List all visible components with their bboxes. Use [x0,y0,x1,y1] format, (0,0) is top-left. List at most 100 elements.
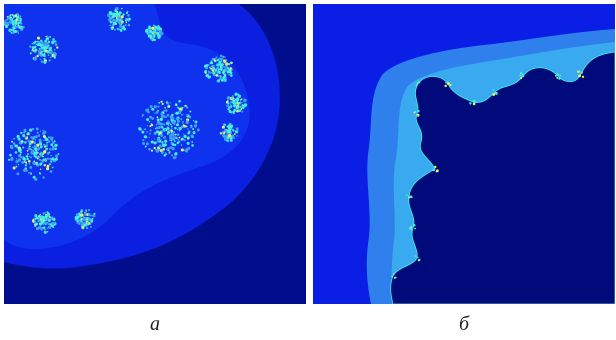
dust-point [51,139,54,142]
dust-point [36,154,38,156]
dust-point [125,11,129,15]
dust-point [57,153,60,155]
dust-point [223,72,226,75]
dust-point [42,129,44,131]
dust-point [127,14,130,17]
dust-point [219,132,223,135]
dust-point [170,125,173,128]
dust-point [42,53,46,57]
dust-point [128,17,131,21]
dust-point [45,147,48,151]
dust-point [213,59,216,62]
dust-point [112,26,114,29]
dust-point [14,151,18,154]
dust-point [230,96,234,100]
dust-point [238,93,240,96]
dust-point [183,139,186,142]
dust-point [153,146,156,150]
dust-point [143,128,146,131]
boundary-sparkle [413,111,416,114]
dust-point [43,139,45,142]
dust-point [14,29,18,34]
dust-point [51,222,55,226]
dust-point [221,130,225,133]
dust-point [185,120,189,124]
dust-point [14,25,17,28]
dust-point [48,36,51,39]
dust-point [34,139,37,141]
dust-point [42,155,44,158]
dust-point [37,43,41,47]
boundary-sparkle [444,84,447,88]
dust-point [30,156,33,159]
dust-point [55,154,59,158]
dust-point [217,80,219,83]
boundary-sparkle [520,77,523,80]
dust-point [29,52,32,55]
dust-point [167,146,171,150]
dust-point [215,64,218,66]
dust-point [165,109,168,112]
dust-point [26,158,29,160]
dust-point [227,63,231,66]
dust-point [236,109,239,113]
dust-point [160,134,164,137]
dust-point [118,23,121,25]
dust-point [40,49,42,52]
dust-point [25,161,28,164]
boundary-sparkle [559,74,561,76]
dust-point [51,141,55,144]
dust-point [240,108,242,111]
dust-point [53,140,56,143]
dust-point [31,46,35,50]
dust-point [144,128,147,130]
dust-point [17,163,20,166]
boundary-sparkle [577,70,580,73]
dust-point [125,18,128,21]
dust-point [224,56,226,58]
dust-point [82,216,86,220]
dust-point [127,20,130,23]
dust-point [220,67,223,70]
dust-point [228,110,232,113]
dust-point [9,153,12,157]
dust-point [124,24,127,27]
dust-point [91,214,94,217]
dust-point [222,77,224,79]
dust-point [52,217,56,221]
dust-point [226,96,231,100]
dust-point [33,151,38,155]
dust-point [54,43,58,47]
boundary-sparkle [432,168,436,172]
dust-point [48,163,51,166]
dust-point [20,140,24,143]
dust-point [44,158,47,161]
dust-point [10,14,12,16]
dust-point [219,75,222,78]
dust-point [114,22,117,24]
dust-point [166,132,169,135]
dust-point [48,47,52,51]
dust-point [10,157,14,162]
dust-point [240,106,242,109]
fractal-image-a [4,4,306,304]
dust-point [160,31,164,35]
dust-point [43,150,47,154]
dust-point [23,131,25,134]
dust-point [39,159,42,162]
dust-point [215,67,217,70]
dust-point [51,157,55,161]
dust-point [147,32,152,36]
caption-a: а [150,313,160,335]
dust-point [155,126,159,130]
dust-point [240,98,243,100]
dust-point [54,147,57,151]
dust-point [145,108,149,112]
dust-point [122,22,124,24]
dust-point [50,42,53,45]
dust-point [221,62,224,64]
dust-point [211,57,215,61]
dust-point [233,137,236,140]
dust-point [46,211,49,213]
dust-point [150,34,153,38]
